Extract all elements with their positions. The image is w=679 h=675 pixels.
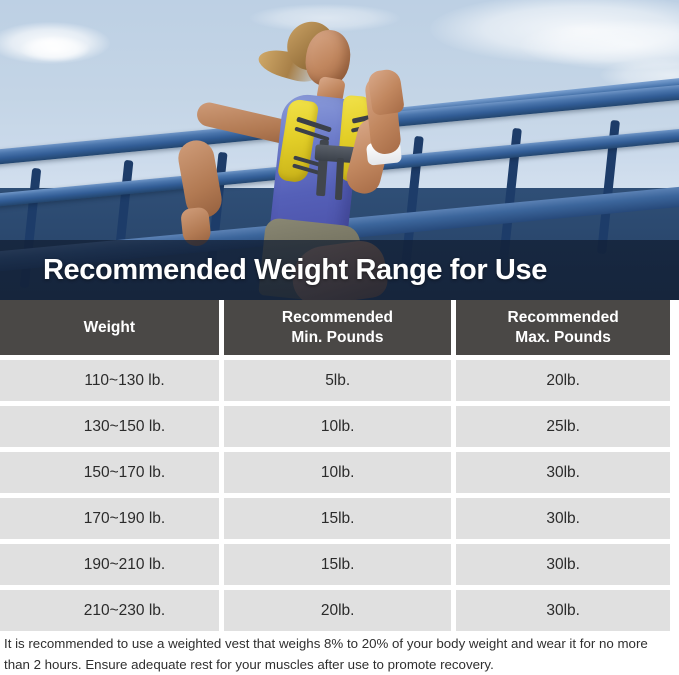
table-right-margin: [670, 544, 679, 585]
column-divider: [451, 300, 457, 355]
row-divider: [0, 355, 679, 360]
column-divider: [219, 360, 224, 401]
page-title: Recommended Weight Range for Use: [43, 253, 547, 286]
column-divider: [219, 452, 224, 493]
table-row: 150~170 lb. 10lb. 30lb.: [0, 452, 679, 493]
weight-range-table: Weight Recommended Min. Pounds Recommend…: [0, 300, 679, 631]
row-divider: [0, 493, 679, 498]
column-header-min-line2: Min. Pounds: [291, 328, 384, 346]
column-divider: [451, 360, 457, 401]
table-row: 170~190 lb. 15lb. 30lb.: [0, 498, 679, 539]
row-divider: [0, 447, 679, 452]
column-divider: [219, 544, 224, 585]
column-divider: [451, 590, 457, 631]
cell-weight: 110~130 lb.: [0, 360, 219, 401]
cell-max-pounds: 30lb.: [456, 544, 670, 585]
cloud-icon: [20, 36, 90, 62]
usage-note: It is recommended to use a weighted vest…: [4, 636, 648, 672]
cell-min-pounds: 10lb.: [224, 406, 452, 447]
cell-max-pounds: 30lb.: [456, 452, 670, 493]
cell-weight: 210~230 lb.: [0, 590, 219, 631]
cell-weight: 130~150 lb.: [0, 406, 219, 447]
column-divider: [451, 452, 457, 493]
column-header-weight: Weight: [0, 300, 219, 355]
table-row: 210~230 lb. 20lb. 30lb.: [0, 590, 679, 631]
table-body: 110~130 lb. 5lb. 20lb. 130~150 lb. 10lb.…: [0, 355, 679, 631]
table-row: 130~150 lb. 10lb. 25lb.: [0, 406, 679, 447]
table-right-margin: [670, 498, 679, 539]
cell-weight: 170~190 lb.: [0, 498, 219, 539]
column-divider: [218, 300, 224, 355]
column-divider: [219, 498, 224, 539]
cell-max-pounds: 30lb.: [456, 590, 670, 631]
row-divider: [0, 401, 679, 406]
cell-weight: 190~210 lb.: [0, 544, 219, 585]
table-right-margin: [670, 300, 679, 355]
table-header-row: Weight Recommended Min. Pounds Recommend…: [0, 300, 679, 355]
cell-max-pounds: 25lb.: [456, 406, 670, 447]
title-banner: Recommended Weight Range for Use: [0, 240, 679, 300]
table-right-margin: [670, 406, 679, 447]
row-divider: [0, 539, 679, 544]
cell-min-pounds: 5lb.: [224, 360, 452, 401]
column-divider: [219, 406, 224, 447]
column-divider: [451, 406, 457, 447]
cell-weight: 150~170 lb.: [0, 452, 219, 493]
table-row: 190~210 lb. 15lb. 30lb.: [0, 544, 679, 585]
table-row: 110~130 lb. 5lb. 20lb.: [0, 360, 679, 401]
cell-min-pounds: 15lb.: [224, 498, 452, 539]
cell-max-pounds: 20lb.: [456, 360, 670, 401]
column-divider: [219, 590, 224, 631]
column-header-max-line1: Recommended: [507, 308, 619, 326]
cell-min-pounds: 15lb.: [224, 544, 452, 585]
cell-min-pounds: 20lb.: [224, 590, 452, 631]
column-header-max-pounds: Recommended Max. Pounds: [456, 300, 670, 355]
table-right-margin: [670, 360, 679, 401]
runner-front-hand: [367, 67, 405, 117]
cell-max-pounds: 30lb.: [456, 498, 670, 539]
table-right-margin: [670, 452, 679, 493]
column-header-min-pounds: Recommended Min. Pounds: [223, 300, 452, 355]
column-header-min-line1: Recommended: [281, 308, 394, 326]
column-divider: [451, 498, 457, 539]
column-divider: [451, 544, 457, 585]
table-right-margin: [670, 590, 679, 631]
cell-min-pounds: 10lb.: [224, 452, 452, 493]
row-divider: [0, 585, 679, 590]
column-header-max-line2: Max. Pounds: [515, 328, 611, 346]
